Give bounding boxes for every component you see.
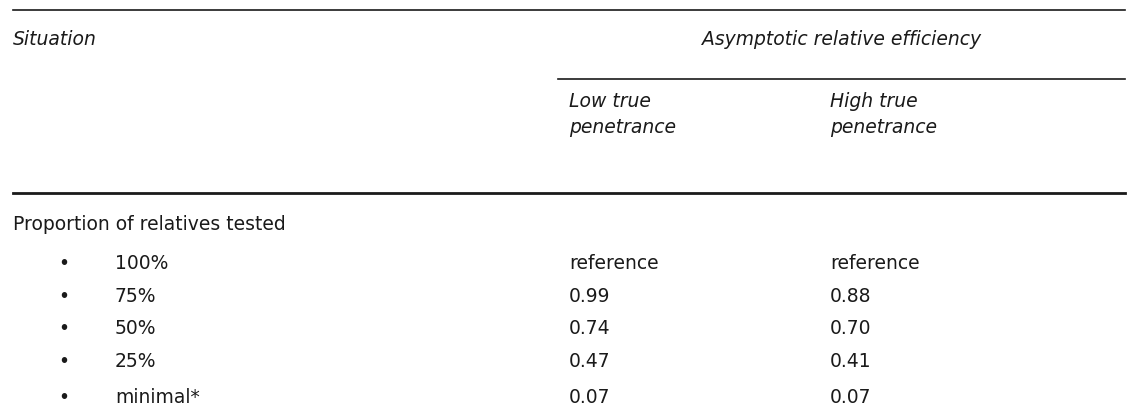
Text: •: • — [58, 352, 69, 371]
Text: •: • — [58, 320, 69, 339]
Text: 0.41: 0.41 — [830, 352, 872, 371]
Text: Situation: Situation — [13, 30, 97, 49]
Text: 0.74: 0.74 — [569, 320, 611, 339]
Text: Proportion of relatives tested: Proportion of relatives tested — [13, 215, 286, 234]
Text: 0.07: 0.07 — [830, 388, 872, 405]
Text: •: • — [58, 254, 69, 273]
Text: minimal*: minimal* — [115, 388, 199, 405]
Text: 25%: 25% — [115, 352, 156, 371]
Text: Asymptotic relative efficiency: Asymptotic relative efficiency — [702, 30, 981, 49]
Text: 50%: 50% — [115, 320, 156, 339]
Text: 0.47: 0.47 — [569, 352, 611, 371]
Text: High true
penetrance: High true penetrance — [830, 92, 937, 137]
Text: •: • — [58, 287, 69, 306]
Text: reference: reference — [569, 254, 659, 273]
Text: reference: reference — [830, 254, 920, 273]
Text: •: • — [58, 388, 69, 405]
Text: 0.70: 0.70 — [830, 320, 872, 339]
Text: 0.07: 0.07 — [569, 388, 610, 405]
Text: Low true
penetrance: Low true penetrance — [569, 92, 676, 137]
Text: 100%: 100% — [115, 254, 168, 273]
Text: 0.99: 0.99 — [569, 287, 610, 306]
Text: 0.88: 0.88 — [830, 287, 872, 306]
Text: 75%: 75% — [115, 287, 156, 306]
